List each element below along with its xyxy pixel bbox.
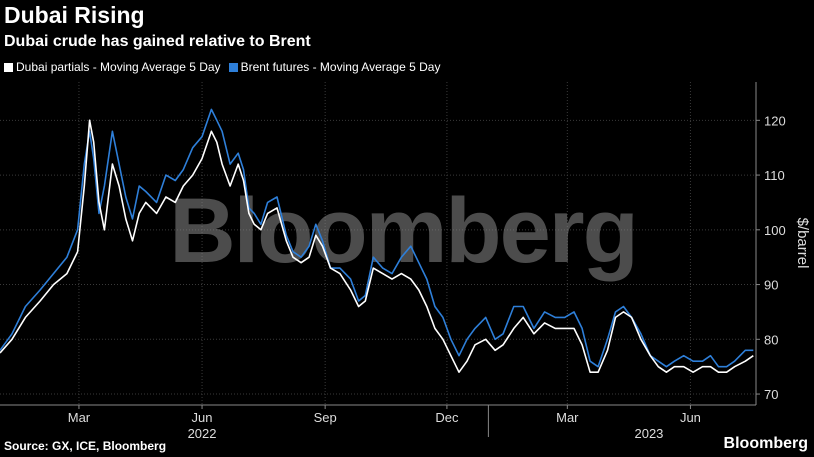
series-line-brent	[0, 108, 754, 368]
legend-item-brent: Brent futures - Moving Average 5 Day	[228, 60, 441, 74]
legend-label-dubai: Dubai partials - Moving Average 5 Day	[16, 60, 221, 74]
y-tick-label-120: 120	[764, 113, 786, 128]
x-tick-label-5: Jun	[680, 410, 701, 425]
legend-swatch-brent	[228, 62, 238, 72]
year-label-2023: 2023	[634, 426, 663, 441]
y-tick-label-70: 70	[764, 387, 778, 402]
x-tick-label-1: Jun	[192, 410, 213, 425]
watermark-text: Bloomberg	[169, 180, 637, 282]
chart-subtitle: Dubai crude has gained relative to Brent	[4, 33, 311, 50]
source-note: Source: GX, ICE, Bloomberg	[4, 439, 167, 453]
y-axis-title: $/barrel	[794, 218, 811, 269]
legend: Dubai partials - Moving Average 5 Day Br…	[4, 60, 440, 74]
series-line-dubai	[0, 119, 754, 373]
y-tick-label-80: 80	[764, 332, 778, 347]
x-tick-label-4: Mar	[556, 410, 579, 425]
x-tick-label-3: Dec	[435, 410, 459, 425]
y-tick-label-100: 100	[764, 223, 786, 238]
chart-title: Dubai Rising	[4, 2, 145, 28]
year-label-2022: 2022	[188, 426, 217, 441]
legend-label-brent: Brent futures - Moving Average 5 Day	[240, 60, 441, 74]
y-tick-label-90: 90	[764, 278, 778, 293]
legend-item-dubai: Dubai partials - Moving Average 5 Day	[4, 60, 221, 74]
x-tick-label-2: Sep	[314, 410, 337, 425]
bloomberg-logo: Bloomberg	[723, 435, 808, 452]
legend-swatch-dubai	[4, 62, 13, 72]
y-tick-label-110: 110	[764, 168, 785, 183]
x-tick-label-0: Mar	[68, 410, 91, 425]
